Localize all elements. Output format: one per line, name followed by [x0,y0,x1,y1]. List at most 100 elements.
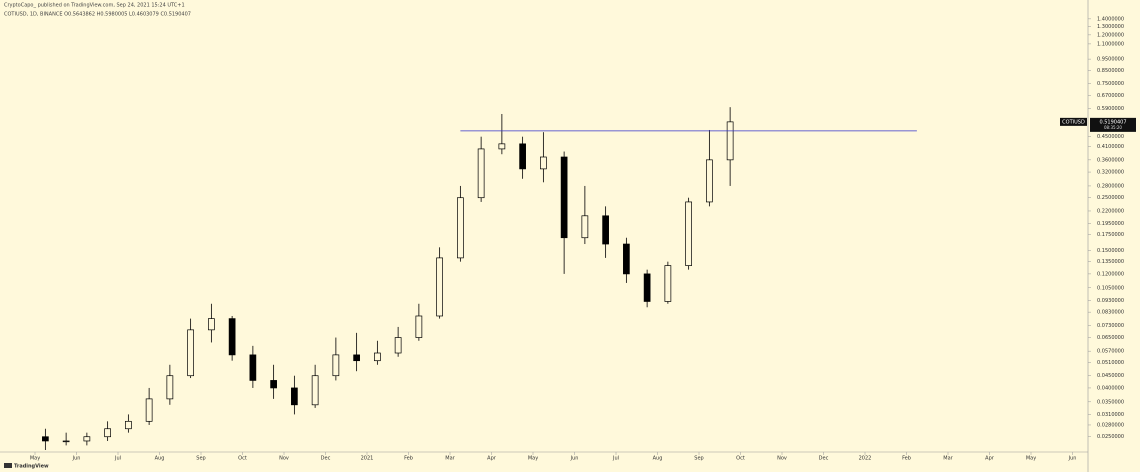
y-tick-label: 0.3200000 [1097,170,1124,176]
x-tick-label: Jul [114,456,121,462]
x-tick-label: 2022 [859,456,872,462]
x-tick-label: Jun [72,456,81,462]
y-tick-label: 0.0730000 [1097,323,1124,329]
y-tick-label: 0.9500000 [1097,57,1124,63]
candle-body [166,375,174,400]
x-tick-label: Aug [155,456,165,462]
y-tick-label: 0.0280000 [1097,422,1124,428]
y-tick-label: 0.4100000 [1097,144,1124,150]
y-tick-label: 0.1750000 [1097,232,1124,238]
x-tick-label: Feb [902,456,911,462]
last-price-box [1090,117,1136,132]
y-tick-label: 0.1200000 [1097,271,1124,277]
y-tick-label: 1.3000000 [1097,24,1124,30]
y-tick-label: 0.0450000 [1097,373,1124,379]
x-tick-label: May [30,456,40,462]
candle-body [519,143,526,170]
x-tick-label: Mar [943,456,953,462]
candle-body [332,354,340,377]
x-tick-label: Dec [819,456,829,462]
candle-body [291,387,298,406]
x-tick-label: Jul [612,456,619,462]
x-tick-label: Dec [321,456,331,462]
y-tick-label: 1.4000000 [1097,16,1124,22]
candle-body [540,156,547,170]
candle-body [104,428,111,438]
x-tick-label: Nov [279,456,289,462]
x-tick-label: Apr [985,456,995,462]
y-tick-label: 0.0930000 [1097,298,1124,304]
candle-body [415,315,423,338]
candle-body [560,156,568,239]
x-tick-label: Apr [487,456,497,462]
branding: TradingView [4,463,49,470]
x-tick-label: Oct [238,456,247,462]
x-tick-label: Sep [196,456,205,462]
y-tick-label: 0.1350000 [1097,259,1124,265]
candle-body [311,375,319,406]
candle-body [62,440,70,443]
y-tick-label: 0.0830000 [1097,310,1124,316]
candle-body [436,257,443,317]
candle-body [374,352,381,362]
candle-body [353,354,360,362]
logo-icon [4,463,12,468]
candle-body [664,265,672,302]
candle-body [83,436,91,442]
countdown: 08:35:20 [1104,125,1122,130]
y-tick-label: 1.2000000 [1097,32,1124,38]
y-tick-label: 0.2200000 [1097,208,1124,214]
y-tick-label: 0.7500000 [1097,81,1124,87]
candle-body [145,398,153,422]
y-tick-label: 0.6700000 [1097,93,1124,99]
y-tick-label: 0.0250000 [1097,434,1124,440]
x-tick-label: Sep [694,456,703,462]
candle-body [602,215,609,245]
candle-body [228,318,236,356]
x-tick-label: Oct [736,456,745,462]
y-tick-label: 0.0350000 [1097,399,1124,405]
candle-body [249,354,257,381]
candle-body [477,148,485,199]
y-tick-label: 1.1000000 [1097,41,1124,47]
symbol-label: COTIUSD [1062,119,1085,125]
x-tick-label: Aug [653,456,663,462]
x-tick-label: Nov [777,456,787,462]
candle-body [457,197,464,259]
candle-body [643,273,651,302]
x-tick-label: Jun [1068,456,1077,462]
y-tick-label: 0.5900000 [1097,106,1124,112]
y-tick-label: 0.0400000 [1097,385,1124,391]
y-tick-label: 0.8500000 [1097,68,1124,74]
candle-body [42,436,49,442]
y-tick-label: 0.0650000 [1097,335,1124,341]
y-tick-label: 0.0510000 [1097,360,1124,366]
y-tick-label: 0.4500000 [1097,134,1124,140]
candle-body [394,337,402,354]
candle-body [706,159,713,203]
x-tick-label: Jun [570,456,579,462]
x-tick-label: 2021 [361,456,374,462]
candle-body [623,243,630,275]
candle-body [581,215,589,239]
candle-body [498,143,506,150]
candle-body [270,380,277,389]
y-tick-label: 0.1050000 [1097,285,1124,291]
candle-body [187,329,194,377]
y-tick-label: 0.1950000 [1097,221,1124,227]
y-tick-label: 0.0310000 [1097,412,1124,418]
candle-body [726,121,734,161]
y-tick-label: 0.2800000 [1097,183,1124,189]
candle-body [208,318,215,331]
y-tick-label: 0.1500000 [1097,248,1124,254]
x-tick-label: May [528,456,538,462]
candle-body [125,420,132,430]
logo-text: TradingView [14,464,49,470]
y-tick-label: 0.0570000 [1097,349,1124,355]
x-tick-label: Feb [404,456,413,462]
y-tick-label: 0.2500000 [1097,195,1124,201]
last-price-label: 0.5190407 [1099,119,1126,125]
y-tick-label: 0.3600000 [1097,157,1124,163]
